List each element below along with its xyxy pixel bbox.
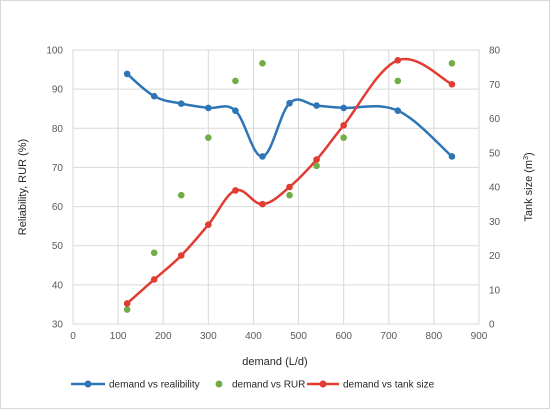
legend-marker-rur <box>215 380 223 388</box>
data-point <box>448 153 456 160</box>
data-point <box>448 60 456 67</box>
series-line <box>126 72 453 158</box>
data-point <box>286 183 293 191</box>
y-right-tick-label: 70 <box>489 80 501 91</box>
x-tick-label: 800 <box>426 331 443 342</box>
legend-item-reliability: demand vs realibility <box>71 380 200 391</box>
data-point <box>340 134 347 141</box>
y-right-tick-labels: 0 10 20 30 40 50 60 70 80 <box>489 46 501 331</box>
data-point <box>394 77 402 85</box>
y-right-axis-title: Tank size (m3) <box>523 152 535 221</box>
data-point <box>205 221 212 228</box>
gridlines <box>72 49 480 325</box>
y-right-tick-label: 50 <box>489 148 501 159</box>
y-left-tick-label: 90 <box>52 85 64 96</box>
series-layer <box>123 56 456 313</box>
data-point <box>340 122 347 129</box>
series-0 <box>123 70 456 160</box>
y-left-tick-label: 100 <box>46 46 63 57</box>
y-left-tick-label: 40 <box>52 280 64 291</box>
y-left-tick-label: 30 <box>52 320 64 331</box>
data-point <box>259 60 266 67</box>
y-left-tick-labels: 30 40 50 60 70 80 90 100 <box>46 46 63 331</box>
y-left-axis-title: Reliability, RUR (%) <box>17 139 29 235</box>
legend-marker-tank-size <box>319 380 327 388</box>
data-point <box>394 56 402 64</box>
data-point <box>259 200 266 208</box>
data-point <box>205 134 212 141</box>
y-left-tick-label: 80 <box>52 124 64 135</box>
x-tick-label: 900 <box>471 331 488 342</box>
legend-item-rur: demand vs RUR <box>215 380 305 391</box>
y-right-axis-title-end: ) <box>523 152 535 156</box>
data-point <box>232 77 239 85</box>
data-point <box>150 249 158 257</box>
x-tick-label: 0 <box>70 331 76 342</box>
x-tick-label: 300 <box>200 331 217 342</box>
data-point <box>286 191 293 199</box>
legend-label-reliability: demand vs realibility <box>109 380 200 391</box>
data-point <box>259 153 266 160</box>
data-point <box>150 276 158 283</box>
y-left-tick-label: 60 <box>52 202 64 213</box>
x-tick-label: 100 <box>110 331 127 342</box>
data-point <box>394 107 402 114</box>
y-right-tick-label: 60 <box>489 114 501 125</box>
data-point <box>150 92 158 100</box>
y-left-tick-label: 50 <box>52 241 64 252</box>
series-line <box>126 57 453 305</box>
data-point <box>177 100 185 107</box>
y-right-tick-label: 30 <box>489 217 501 228</box>
y-right-tick-label: 0 <box>489 320 495 331</box>
legend-marker-reliability <box>84 380 92 388</box>
data-point <box>448 80 456 88</box>
legend: demand vs realibility demand vs RUR dema… <box>71 380 435 391</box>
series-1 <box>123 60 456 313</box>
x-tick-label: 700 <box>380 331 397 342</box>
data-point <box>123 70 131 78</box>
data-point <box>313 162 320 170</box>
y-right-axis-title-sup: 3 <box>523 156 530 160</box>
y-right-tick-label: 40 <box>489 183 501 194</box>
data-point <box>232 187 239 194</box>
y-left-tick-label: 70 <box>52 163 64 174</box>
x-tick-label: 400 <box>245 331 262 342</box>
x-axis-title: demand (L/d) <box>242 356 307 368</box>
data-point <box>123 306 131 313</box>
x-tick-label: 200 <box>155 331 172 342</box>
data-point <box>123 300 131 307</box>
y-right-tick-label: 10 <box>489 285 501 296</box>
legend-item-tank-size: demand vs tank size <box>307 380 435 391</box>
x-tick-label: 600 <box>335 331 352 342</box>
data-point <box>313 102 320 109</box>
x-tick-label: 500 <box>290 331 307 342</box>
legend-label-rur: demand vs RUR <box>232 380 305 391</box>
y-right-tick-label: 20 <box>489 251 501 262</box>
data-point <box>340 104 347 112</box>
data-point <box>177 252 185 259</box>
y-right-tick-label: 80 <box>489 46 501 57</box>
data-point <box>177 191 185 199</box>
series-2 <box>123 56 456 307</box>
data-point <box>232 107 239 114</box>
data-point <box>286 99 293 107</box>
legend-label-tank-size: demand vs tank size <box>343 380 435 391</box>
y-right-axis-title-base: Tank size (m <box>523 160 535 222</box>
data-point <box>313 156 320 163</box>
x-tick-labels: 0 100 200 300 400 500 600 700 800 900 <box>70 331 488 342</box>
data-point <box>205 104 212 112</box>
